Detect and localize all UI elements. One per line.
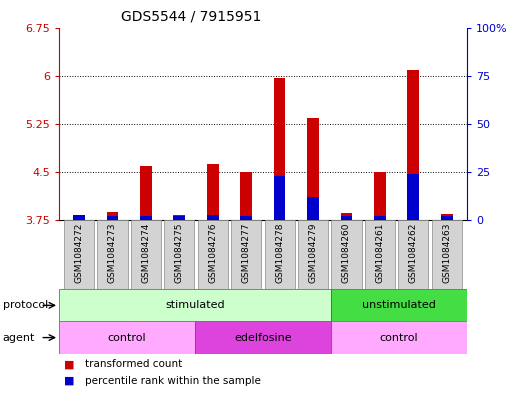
Bar: [407, 70, 419, 220]
Bar: [374, 172, 386, 220]
Text: GSM1084276: GSM1084276: [208, 222, 218, 283]
Bar: [97, 220, 128, 289]
Bar: [331, 321, 467, 354]
Text: control: control: [108, 332, 146, 343]
Bar: [73, 215, 85, 220]
Bar: [207, 164, 219, 220]
Bar: [331, 289, 467, 321]
Bar: [231, 220, 261, 289]
Bar: [298, 220, 328, 289]
Text: GSM1084263: GSM1084263: [442, 222, 451, 283]
Bar: [59, 321, 195, 354]
Bar: [140, 216, 152, 220]
Bar: [173, 216, 185, 220]
Text: GSM1084274: GSM1084274: [142, 222, 150, 283]
Text: control: control: [380, 332, 418, 343]
Text: unstimulated: unstimulated: [362, 300, 436, 310]
Bar: [265, 220, 294, 289]
Bar: [107, 212, 119, 220]
Bar: [73, 215, 85, 220]
Bar: [307, 197, 319, 220]
Text: GSM1084260: GSM1084260: [342, 222, 351, 283]
Bar: [59, 289, 331, 321]
Text: protocol: protocol: [3, 300, 48, 310]
Text: GSM1084261: GSM1084261: [376, 222, 384, 283]
Bar: [274, 78, 285, 220]
Text: agent: agent: [3, 332, 35, 343]
Text: GSM1084262: GSM1084262: [409, 222, 418, 283]
Bar: [432, 220, 462, 289]
Bar: [241, 172, 252, 220]
Text: GSM1084275: GSM1084275: [175, 222, 184, 283]
Text: stimulated: stimulated: [165, 300, 225, 310]
Text: percentile rank within the sample: percentile rank within the sample: [85, 376, 261, 386]
Bar: [441, 216, 452, 220]
Text: ■: ■: [64, 376, 74, 386]
Bar: [274, 176, 285, 220]
Text: GDS5544 / 7915951: GDS5544 / 7915951: [121, 10, 261, 24]
Bar: [198, 220, 228, 289]
Bar: [241, 216, 252, 220]
Bar: [307, 118, 319, 220]
Text: GSM1084277: GSM1084277: [242, 222, 251, 283]
Bar: [207, 215, 219, 220]
Text: edelfosine: edelfosine: [234, 332, 292, 343]
Bar: [131, 220, 161, 289]
Bar: [441, 214, 452, 220]
Bar: [164, 220, 194, 289]
Bar: [341, 213, 352, 220]
Text: GSM1084278: GSM1084278: [275, 222, 284, 283]
Bar: [331, 220, 362, 289]
Text: transformed count: transformed count: [85, 359, 182, 369]
Bar: [107, 216, 119, 220]
Bar: [374, 216, 386, 220]
Text: GSM1084272: GSM1084272: [74, 222, 84, 283]
Bar: [407, 174, 419, 220]
Bar: [398, 220, 428, 289]
Bar: [140, 166, 152, 220]
Bar: [365, 220, 395, 289]
Bar: [195, 321, 331, 354]
Bar: [64, 220, 94, 289]
Text: GSM1084273: GSM1084273: [108, 222, 117, 283]
Bar: [341, 216, 352, 220]
Text: ■: ■: [64, 359, 74, 369]
Bar: [173, 215, 185, 220]
Text: GSM1084279: GSM1084279: [308, 222, 318, 283]
